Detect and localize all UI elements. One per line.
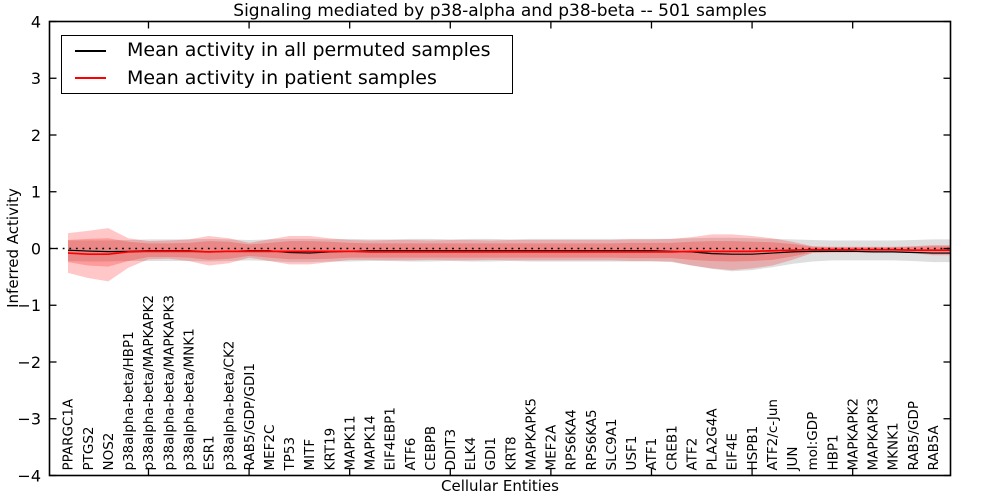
legend-line-sample-black bbox=[75, 49, 106, 52]
x-category-label: RAB5/GDP bbox=[906, 401, 922, 470]
x-category-label: PLA2G4A bbox=[705, 408, 721, 471]
x-category-label: GDI1 bbox=[483, 437, 499, 470]
x-category-label: PPARGC1A bbox=[61, 398, 77, 471]
x-category-label: HBP1 bbox=[825, 434, 841, 470]
x-category-label: MEF2A bbox=[544, 424, 560, 471]
x-category-label: EIF4EBP1 bbox=[383, 407, 399, 470]
y-tick-label: 4 bbox=[31, 12, 41, 31]
x-category-label: MAPKAPK2 bbox=[845, 398, 861, 470]
y-tick-label: −3 bbox=[17, 410, 41, 429]
y-tick-label: −2 bbox=[17, 353, 41, 372]
x-category-label: USF1 bbox=[624, 436, 640, 471]
x-category-label: ELK4 bbox=[463, 437, 479, 471]
x-category-label: MITF bbox=[302, 439, 318, 471]
legend-entry-patient: Mean activity in patient samples bbox=[62, 65, 512, 91]
x-category-label: EIF4E bbox=[725, 433, 741, 470]
x-category-label: CREB1 bbox=[664, 425, 680, 470]
x-category-label: RAB5A bbox=[926, 425, 942, 471]
x-category-label: MAPK14 bbox=[363, 415, 379, 470]
x-category-label: p38alpha-beta/MAPKAPK2 bbox=[141, 295, 157, 471]
patient-samples-std-band-outer bbox=[68, 228, 951, 282]
x-category-label: p38alpha-beta/MAPKAPK3 bbox=[161, 295, 177, 471]
x-category-label: ATF2 bbox=[684, 438, 700, 471]
x-category-label: MAPK11 bbox=[342, 415, 358, 470]
x-category-label: RPS6KA5 bbox=[584, 409, 600, 470]
y-tick-label: −4 bbox=[17, 466, 41, 485]
y-tick-label: 0 bbox=[31, 239, 41, 258]
y-tick-label: 2 bbox=[31, 126, 41, 145]
x-category-label: ESR1 bbox=[202, 435, 218, 470]
x-category-label: ATF2/c-Jun bbox=[765, 399, 781, 470]
legend: Mean activity in all permuted samples Me… bbox=[61, 35, 513, 94]
x-category-label: SLC9A1 bbox=[604, 419, 620, 471]
x-category-label: NOS2 bbox=[101, 433, 117, 471]
legend-label: Mean activity in patient samples bbox=[127, 66, 437, 89]
y-axis-label: Inferred Activity bbox=[4, 188, 22, 308]
x-category-label: MKNK1 bbox=[886, 422, 902, 470]
x-category-label: TP53 bbox=[282, 437, 298, 472]
x-category-label: PTGS2 bbox=[81, 426, 97, 470]
x-category-label: CEBPB bbox=[423, 426, 439, 471]
legend-line-sample-red bbox=[75, 77, 106, 80]
y-tick-label: 3 bbox=[31, 69, 41, 88]
permuted-samples-std-band bbox=[68, 237, 951, 272]
x-category-label: ATF6 bbox=[403, 438, 419, 471]
x-category-label: MAPKAPK5 bbox=[523, 398, 539, 470]
x-category-label: mol:GDP bbox=[805, 412, 821, 471]
y-tick-label: −1 bbox=[17, 296, 41, 315]
x-category-label: ATF1 bbox=[644, 438, 660, 471]
x-category-label: p38alpha-beta/HBP1 bbox=[121, 331, 137, 470]
legend-label: Mean activity in all permuted samples bbox=[127, 39, 491, 62]
x-category-label: HSPB1 bbox=[745, 426, 761, 471]
x-category-label: MEF2C bbox=[262, 425, 278, 471]
patient-mean-line bbox=[67, 248, 951, 256]
x-category-label: KRT8 bbox=[503, 436, 519, 470]
x-category-label: RAB5/GDP/GDI1 bbox=[242, 363, 258, 470]
x-category-label: JUN bbox=[785, 447, 801, 472]
y-tick-label: 1 bbox=[31, 183, 41, 202]
x-category-label: KRT19 bbox=[322, 428, 338, 471]
x-category-label: RPS6KA4 bbox=[564, 409, 580, 470]
x-category-label: DDIT3 bbox=[443, 429, 459, 471]
x-category-label: p38alpha-beta/MNK1 bbox=[181, 328, 197, 470]
x-category-label: p38alpha-beta/CK2 bbox=[222, 341, 238, 471]
x-axis-label: Cellular Entities bbox=[441, 477, 559, 495]
chart-title: Signaling mediated by p38-alpha and p38-… bbox=[233, 1, 767, 21]
legend-entry-permuted: Mean activity in all permuted samples bbox=[62, 38, 512, 64]
x-category-label: MAPKAPK3 bbox=[866, 398, 882, 470]
